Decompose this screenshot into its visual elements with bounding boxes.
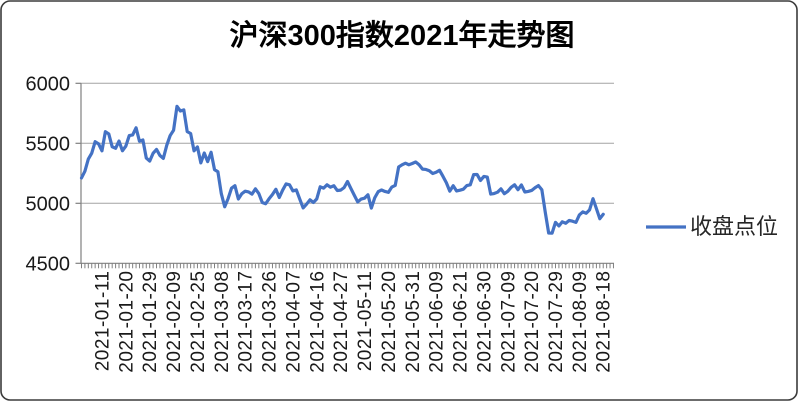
- x-axis-label: 2021-03-26: [260, 271, 281, 373]
- x-axis-label: 2021-03-08: [212, 271, 233, 373]
- tick-marks-group: [75, 82, 614, 269]
- y-axis-label: 6000: [26, 73, 71, 95]
- x-axis-label: 2021-08-09: [570, 271, 591, 373]
- x-axis-label: 2021-04-16: [307, 271, 328, 373]
- x-axis-label: 2021-07-29: [546, 271, 567, 373]
- x-axis-label: 2021-01-20: [116, 271, 137, 373]
- gridlines-group: [81, 82, 614, 204]
- x-axis-label: 2021-06-30: [474, 271, 495, 373]
- x-axis-label: 2021-02-25: [188, 271, 209, 373]
- x-axis-labels-group: 2021-01-11 2021-01-20 2021-01-29 2021-02-09…: [92, 271, 614, 373]
- y-axis-label: 5500: [26, 133, 71, 155]
- x-axis-label: 2021-04-27: [331, 271, 352, 373]
- x-axis-label: 2021-07-20: [522, 271, 543, 373]
- legend: 收盘点位: [646, 214, 778, 239]
- legend-label: 收盘点位: [690, 214, 778, 239]
- chart-title: 沪深300指数2021年走势图: [230, 18, 575, 52]
- x-axis-label: 2021-04-07: [283, 271, 304, 373]
- data-series-group: [79, 104, 605, 235]
- x-axis-label: 2021-01-11: [92, 271, 113, 372]
- x-axis-label: 2021-06-09: [427, 271, 448, 373]
- close-price-line: [79, 104, 605, 235]
- x-axis-label: 2021-03-17: [236, 271, 257, 373]
- x-axis-label: 2021-02-09: [164, 271, 185, 373]
- x-axis-label: 2021-01-29: [140, 271, 161, 373]
- x-axis-label: 2021-06-21: [451, 271, 472, 373]
- y-axis-labels-group: 4500 5000 5500 6000: [26, 73, 71, 275]
- x-axis-label: 2021-05-11: [355, 271, 376, 372]
- x-axis-label: 2021-05-20: [379, 271, 400, 373]
- y-axis-label: 5000: [26, 193, 71, 215]
- x-axis-label: 2021-07-09: [498, 271, 519, 373]
- x-axis-label: 2021-08-18: [594, 271, 615, 373]
- y-axis-label: 4500: [26, 253, 71, 275]
- x-axis-label: 2021-05-31: [403, 271, 424, 373]
